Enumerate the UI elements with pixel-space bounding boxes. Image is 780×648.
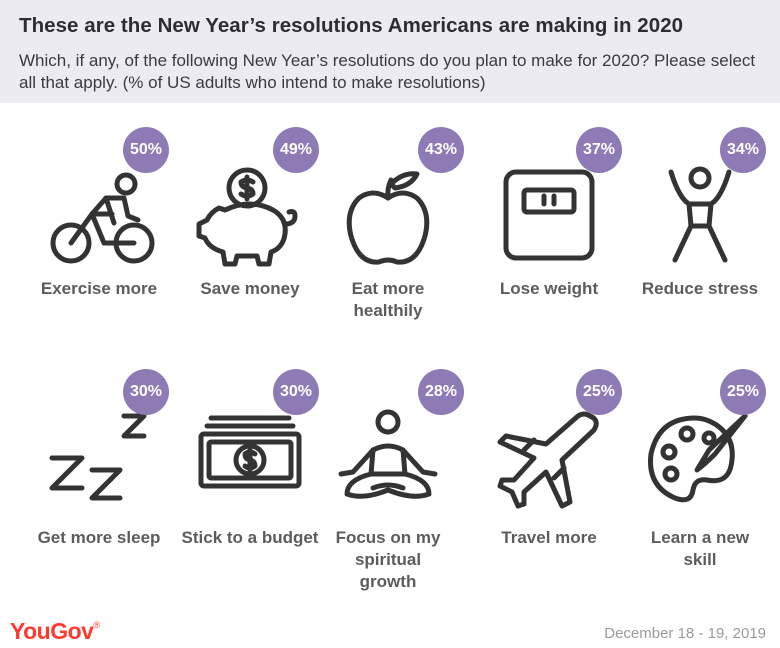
stretching-person-icon	[645, 166, 755, 268]
percentage-badge: 49%	[273, 127, 319, 173]
resolution-label: Focus on my spiritual growth	[313, 527, 463, 593]
brand-name: YouGov	[10, 618, 94, 644]
apple-icon	[333, 168, 443, 268]
resolution-label: Lose weight	[474, 278, 624, 300]
resolution-label-line: Reduce stress	[641, 279, 759, 298]
resolution-label-line: Focus on my	[335, 528, 441, 547]
resolution-label-line: healthily	[353, 301, 423, 320]
resolution-label-line: Save money	[200, 279, 300, 298]
resolution-label: Stick to a budget	[175, 527, 325, 549]
resolution-label-line: Learn a new	[650, 528, 750, 547]
resolution-label: Learn a new skill	[625, 527, 775, 571]
chart-title: These are the New Year’s resolutions Ame…	[19, 14, 684, 37]
percentage-badge: 28%	[418, 369, 464, 415]
chart-subtitle: Which, if any, of the following New Year…	[19, 51, 756, 92]
resolution-label: Exercise more	[24, 278, 174, 300]
palette-icon	[645, 410, 755, 510]
cyclist-icon	[44, 168, 155, 268]
percentage-badge: 50%	[123, 127, 169, 173]
airplane-icon	[494, 410, 604, 510]
percentage-badge: 25%	[576, 369, 622, 415]
yougov-logo: YouGov®	[10, 618, 100, 645]
percentage-badge: 37%	[576, 127, 622, 173]
resolution-label: Eat more healthily	[313, 278, 463, 322]
resolution-label-line: Lose weight	[499, 279, 599, 298]
piggy-bank-icon	[195, 167, 305, 268]
resolution-label: Reduce stress	[625, 278, 775, 300]
resolution-label: Save money	[175, 278, 325, 300]
percentage-badge: 43%	[418, 127, 464, 173]
resolution-label: Travel more	[474, 527, 624, 549]
brand-mark: ®	[93, 620, 100, 630]
resolution-label: Get more sleep	[24, 527, 174, 549]
resolution-label-line: Exercise more	[40, 279, 158, 298]
percentage-badge: 30%	[123, 369, 169, 415]
resolution-label-line: Travel more	[501, 528, 597, 547]
resolution-label-line: skill	[683, 550, 717, 569]
banknotes-icon	[195, 410, 305, 510]
percentage-badge: 30%	[273, 369, 319, 415]
percentage-badge: 34%	[720, 127, 766, 173]
zzz-icon	[44, 410, 154, 510]
resolution-label-line: Get more sleep	[37, 528, 161, 547]
resolution-label-line: growth	[359, 572, 417, 591]
resolution-label-line: Eat more	[351, 279, 425, 298]
resolution-label-line: spiritual	[354, 550, 422, 569]
percentage-badge: 25%	[720, 369, 766, 415]
survey-date: December 18 - 19, 2019	[604, 625, 766, 642]
resolution-label-line: Stick to a budget	[181, 528, 319, 547]
meditation-icon	[333, 409, 443, 510]
scale-icon	[494, 168, 604, 268]
chart-header: These are the New Year’s resolutions Ame…	[0, 0, 780, 103]
